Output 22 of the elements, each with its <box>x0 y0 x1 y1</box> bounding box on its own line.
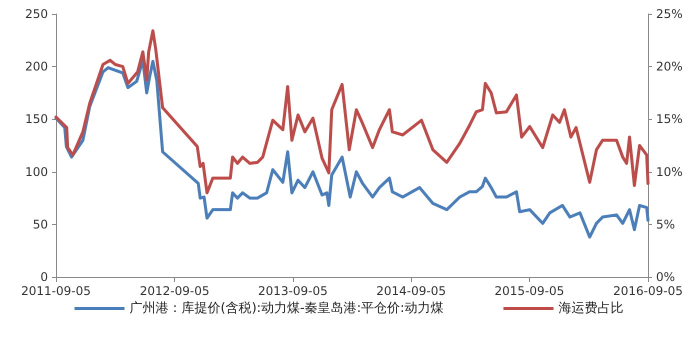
x-tick-label: 2012-09-05 <box>140 284 210 298</box>
y-tick-label: 0 <box>40 270 48 284</box>
y-tick-label: 250 <box>25 7 48 21</box>
x-tick-label: 2015-09-05 <box>494 284 564 298</box>
y2-tick-label: 15% <box>656 112 683 126</box>
y-tick-label: 100 <box>25 164 48 179</box>
legend-label: 广州港：库提价(含税):动力煤-秦皇岛港:平仓价:动力煤 <box>130 301 444 316</box>
y-tick-label: 200 <box>25 60 48 74</box>
y2-tick-label: 25% <box>656 7 683 21</box>
y2-tick-label: 10% <box>656 164 683 179</box>
x-tick-label: 2016-09-05 <box>613 284 683 298</box>
x-tick-label: 2014-09-05 <box>376 284 446 298</box>
line-series <box>54 58 650 239</box>
y2-tick-label: 20% <box>656 60 683 74</box>
y2-tick-label: 0% <box>656 270 676 284</box>
line-series <box>54 29 650 194</box>
y2-tick-label: 5% <box>656 217 676 232</box>
x-tick-label: 2013-09-05 <box>258 284 328 298</box>
legend-label: 海运费占比 <box>558 301 624 316</box>
y-tick-label: 150 <box>25 112 48 126</box>
y-tick-label: 50 <box>32 217 48 232</box>
x-tick-label: 2011-09-05 <box>21 284 91 298</box>
